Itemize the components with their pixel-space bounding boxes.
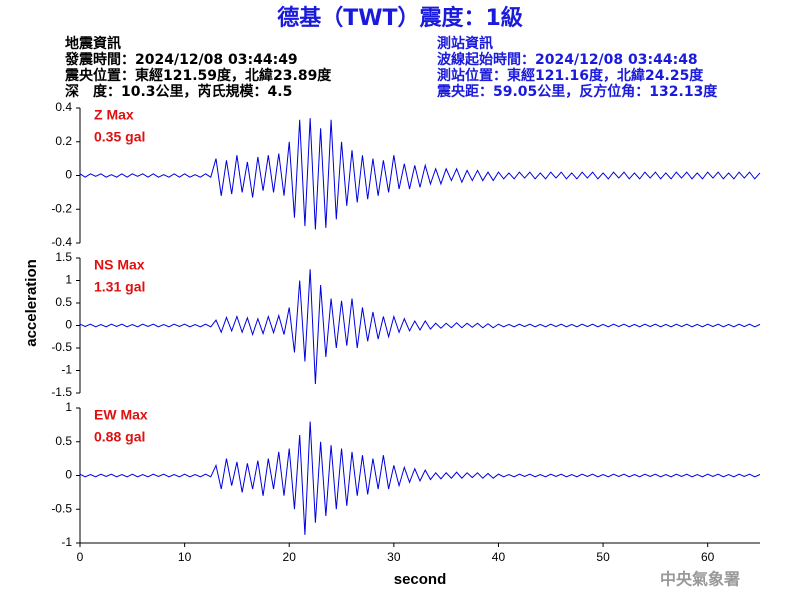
- y-tick-label: 1: [65, 273, 72, 287]
- title: 德基（TWT）震度：1級: [277, 5, 523, 31]
- info-right: 測站位置：東經121.16度，北緯24.25度: [437, 67, 704, 84]
- waveform: [79, 269, 761, 385]
- y-tick-label: -0.2: [51, 201, 72, 215]
- y-tick-label: 0: [65, 168, 72, 182]
- y-tick-label: -0.4: [51, 235, 72, 249]
- y-tick-label: 0.4: [55, 100, 72, 114]
- x-tick-label: 50: [596, 550, 610, 564]
- x-tick-label: 60: [701, 550, 715, 564]
- x-tick-label: 20: [283, 550, 297, 564]
- info-left: 發震時間：2024/12/08 03:44:49: [64, 51, 298, 68]
- info-left: 地震資訊: [65, 35, 121, 52]
- y-tick-label: -1: [61, 363, 72, 377]
- y-tick-label: 0.2: [55, 134, 72, 148]
- y-tick-label: -1.5: [51, 385, 72, 399]
- x-axis-label: second: [394, 571, 447, 588]
- y-tick-label: 1.5: [55, 250, 72, 264]
- max-annotation: 0.35 gal: [94, 129, 145, 145]
- max-annotation: Z Max: [94, 107, 134, 123]
- y-tick-label: -1: [61, 535, 72, 549]
- y-tick-label: 0: [65, 468, 72, 482]
- max-annotation: NS Max: [94, 257, 145, 273]
- info-left: 震央位置：東經121.59度，北緯23.89度: [64, 67, 332, 84]
- max-annotation: 0.88 gal: [94, 429, 145, 445]
- max-annotation: EW Max: [94, 407, 148, 423]
- y-tick-label: 0.5: [55, 434, 72, 448]
- x-tick-label: 10: [178, 550, 192, 564]
- waveform: [79, 118, 761, 230]
- x-tick-label: 0: [77, 550, 84, 564]
- info-left: 深 度：10.3公里，芮氏規模：4.5: [65, 83, 292, 100]
- footer: 中央氣象署: [660, 570, 740, 589]
- y-tick-label: -0.5: [51, 501, 72, 515]
- x-tick-label: 40: [492, 550, 506, 564]
- y-tick-label: 0.5: [55, 295, 72, 309]
- y-axis-label: acceleration: [23, 259, 40, 347]
- y-tick-label: -0.5: [51, 340, 72, 354]
- info-right: 測站資訊: [437, 35, 493, 52]
- waveform: [79, 421, 761, 535]
- y-tick-label: 1: [65, 400, 72, 414]
- x-tick-label: 30: [387, 550, 401, 564]
- y-tick-label: 0: [65, 318, 72, 332]
- max-annotation: 1.31 gal: [94, 279, 145, 295]
- info-right: 震央距：59.05公里，反方位角：132.13度: [436, 83, 718, 100]
- info-right: 波線起始時間：2024/12/08 03:44:48: [437, 51, 698, 68]
